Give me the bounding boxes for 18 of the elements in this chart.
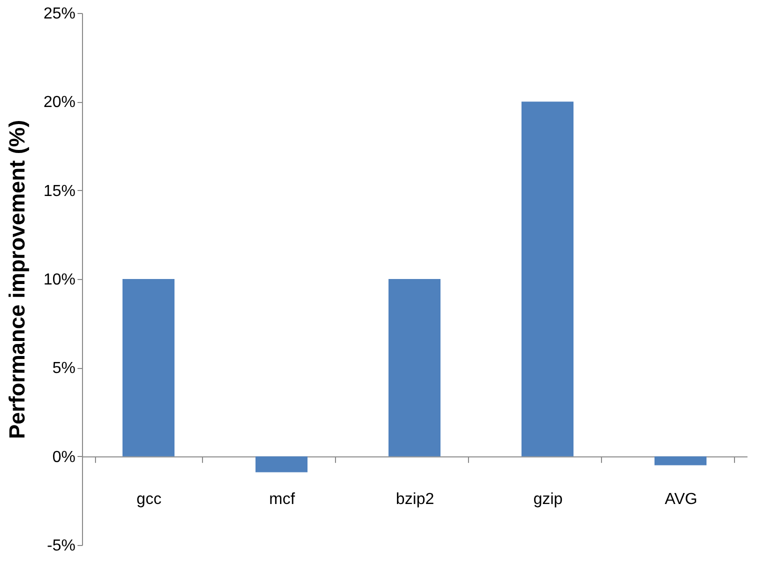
- y-tick-label: 10%: [43, 272, 76, 288]
- y-tick-label: 20%: [43, 94, 76, 112]
- x-tick-label: bzip2: [396, 490, 434, 508]
- x-tick-label: gzip: [533, 490, 563, 508]
- x-tick-label: mcf: [269, 490, 296, 508]
- y-tick-label: 15%: [43, 182, 76, 200]
- x-tick-label: gcc: [136, 490, 162, 508]
- bar: [522, 102, 574, 456]
- bar: [388, 279, 440, 456]
- bar: [256, 456, 308, 472]
- y-tick-label: 25%: [43, 6, 76, 22]
- y-axis-title: Performance improvement (%): [4, 120, 30, 440]
- y-tick-label: 0%: [52, 448, 76, 466]
- y-tick-label: -5%: [47, 538, 76, 554]
- bar: [122, 279, 174, 456]
- bar: [654, 456, 706, 466]
- y-tick-label: 5%: [52, 360, 76, 378]
- x-tick-label: AVG: [664, 490, 698, 508]
